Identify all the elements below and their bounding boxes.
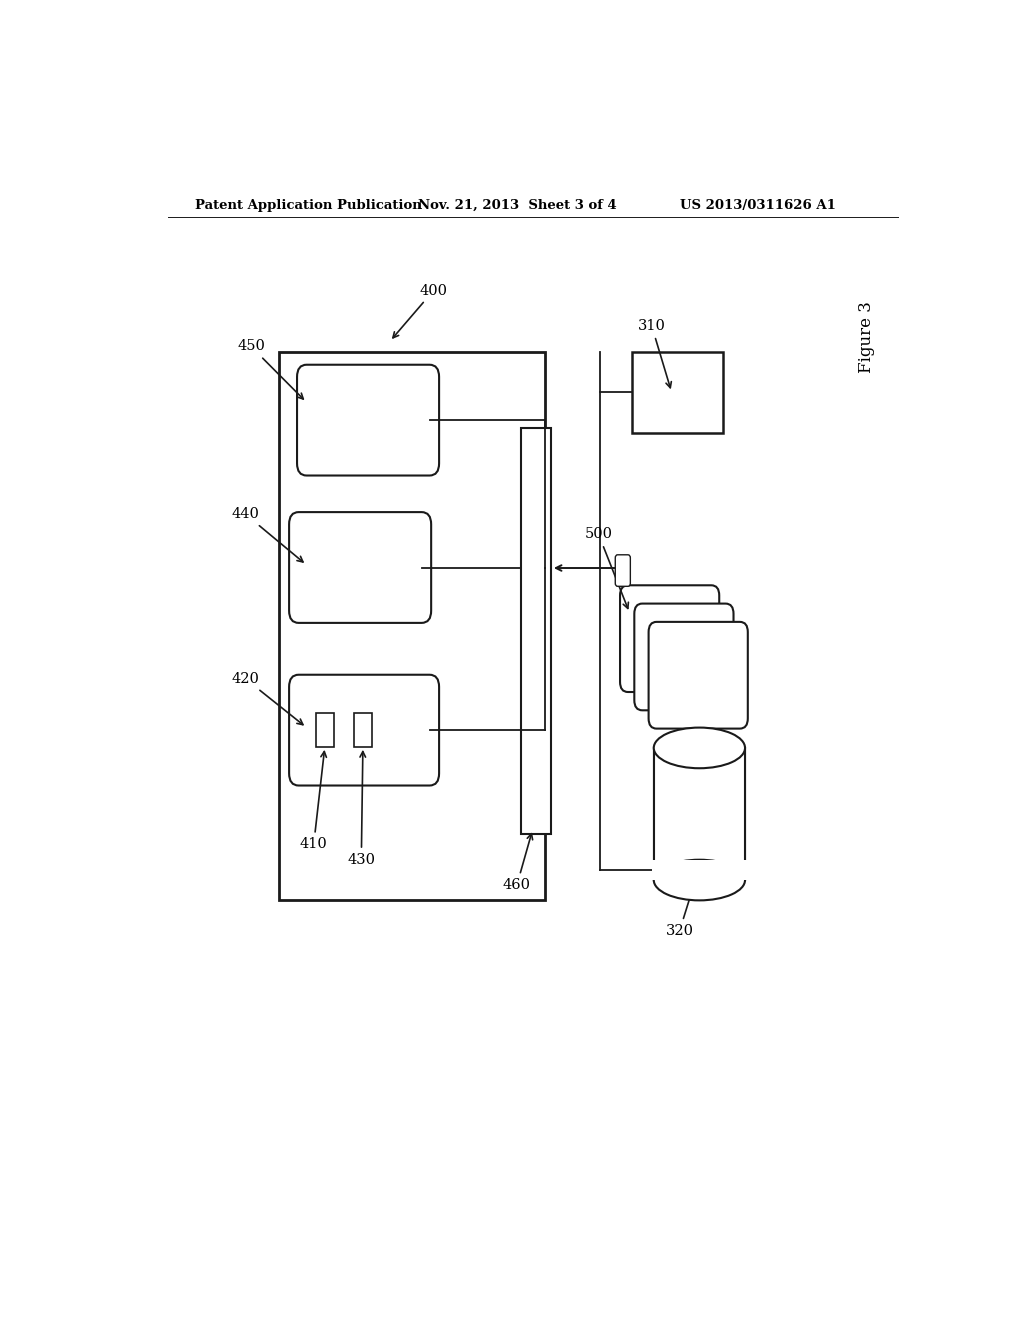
FancyBboxPatch shape <box>634 603 733 710</box>
Bar <box>316 713 334 747</box>
Bar <box>653 748 745 880</box>
Text: 310: 310 <box>638 319 672 388</box>
Bar <box>652 859 746 880</box>
FancyBboxPatch shape <box>289 512 431 623</box>
Text: 420: 420 <box>231 672 303 725</box>
Text: 450: 450 <box>238 339 303 399</box>
Bar <box>279 351 545 900</box>
FancyBboxPatch shape <box>615 554 631 586</box>
Text: 500: 500 <box>585 528 629 609</box>
Bar <box>632 351 723 433</box>
Text: 440: 440 <box>231 507 303 562</box>
Bar <box>521 428 551 834</box>
FancyBboxPatch shape <box>289 675 439 785</box>
Text: US 2013/0311626 A1: US 2013/0311626 A1 <box>680 199 836 213</box>
Ellipse shape <box>653 727 745 768</box>
FancyBboxPatch shape <box>648 622 748 729</box>
Text: Nov. 21, 2013  Sheet 3 of 4: Nov. 21, 2013 Sheet 3 of 4 <box>418 199 616 213</box>
Text: 460: 460 <box>503 834 532 892</box>
Ellipse shape <box>653 859 745 900</box>
Text: 410: 410 <box>300 751 328 851</box>
Text: Patent Application Publication: Patent Application Publication <box>196 199 422 213</box>
FancyBboxPatch shape <box>620 585 719 692</box>
Bar <box>653 748 745 880</box>
Bar <box>354 713 372 747</box>
FancyBboxPatch shape <box>297 364 439 475</box>
Text: 430: 430 <box>347 751 376 867</box>
Text: 320: 320 <box>666 884 695 939</box>
Text: Figure 3: Figure 3 <box>857 301 874 372</box>
Text: 400: 400 <box>393 284 447 338</box>
